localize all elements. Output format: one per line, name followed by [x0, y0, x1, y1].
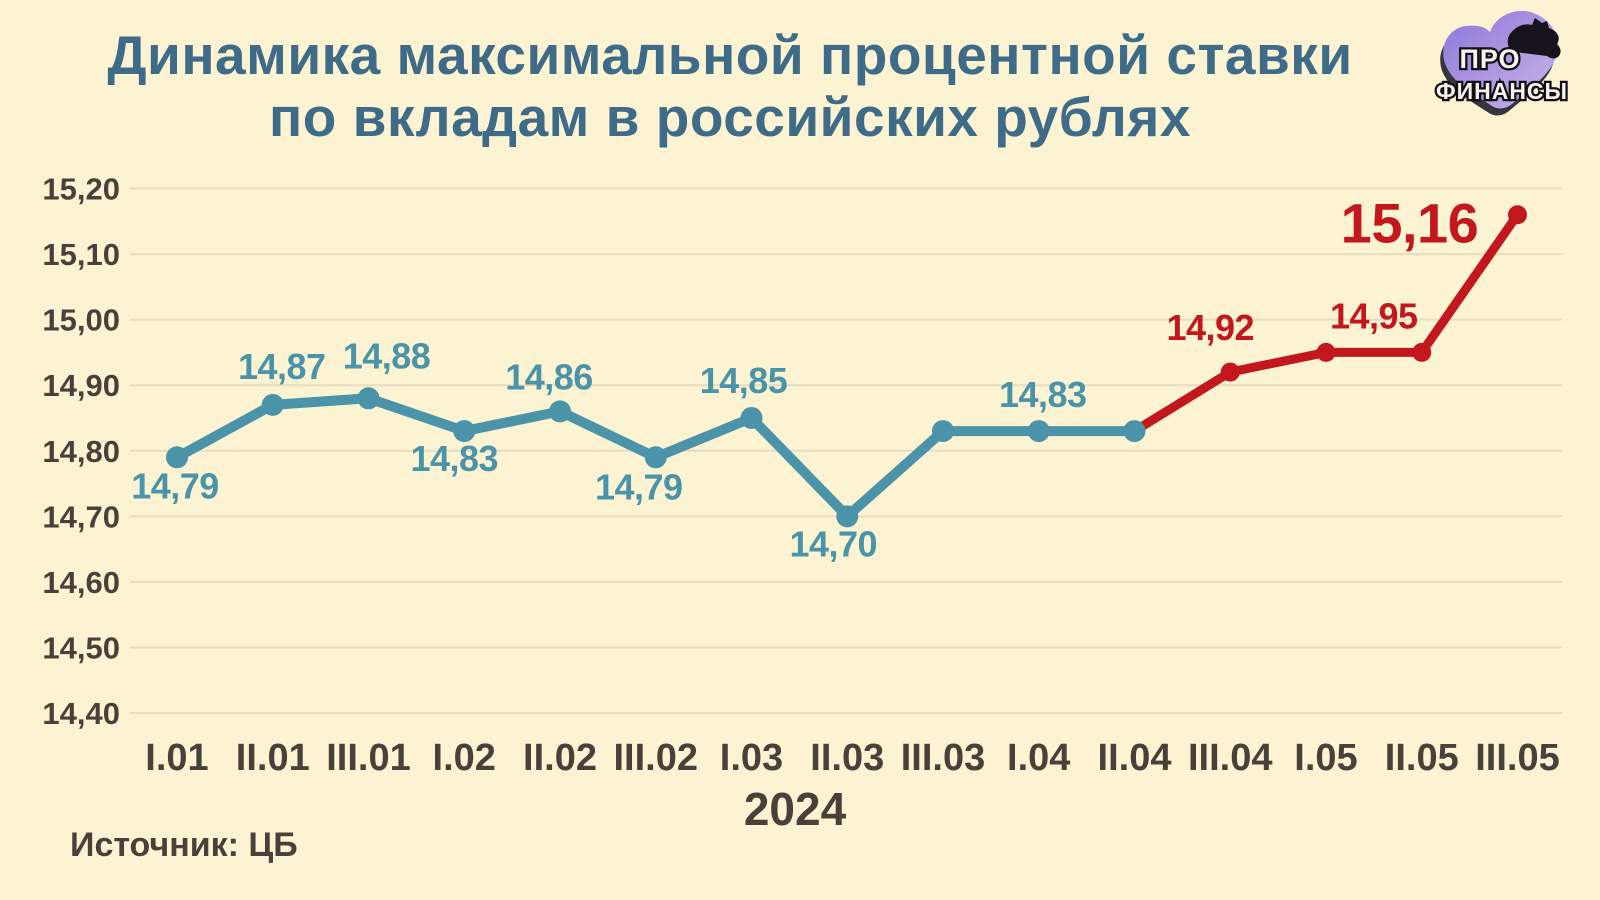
data-point-label: 14,70: [789, 523, 877, 564]
data-point-label: 15,16: [1341, 192, 1479, 255]
y-axis-tick-label: 14,90: [42, 368, 120, 403]
x-axis-tick-label: III.05: [1475, 737, 1560, 779]
data-point-label: 14,83: [410, 438, 498, 479]
data-point-label: 14,83: [999, 374, 1087, 415]
x-axis-tick-label: II.04: [1098, 737, 1172, 779]
data-point: [261, 393, 284, 416]
logo-cat-icon: [1507, 18, 1561, 59]
source-label: Источник: ЦБ: [70, 826, 298, 864]
data-point-label: 14,79: [131, 465, 219, 506]
data-point: [357, 387, 380, 410]
data-point: [1508, 205, 1527, 225]
data-point-label: 14,92: [1166, 307, 1254, 348]
x-axis-tick-label: I.03: [720, 737, 783, 779]
x-axis-tick-label: III.03: [901, 737, 986, 779]
data-point: [1027, 420, 1050, 443]
y-axis-tick-label: 15,00: [42, 303, 120, 338]
y-axis-tick-label: 14,80: [42, 434, 120, 469]
x-axis-tick-label: I.01: [145, 737, 208, 779]
data-point-label: 14,85: [700, 360, 788, 401]
x-axis-tick-label: I.04: [1007, 737, 1070, 779]
data-point-label: 14,87: [238, 346, 326, 387]
profinansy-logo: ПРО ФИНАНСЫ: [1424, 4, 1580, 124]
y-axis-tick-label: 15,20: [42, 172, 120, 207]
data-point: [644, 446, 667, 469]
data-point-label: 14,88: [343, 335, 431, 376]
x-axis-tick-label: II.01: [236, 737, 310, 779]
x-axis-tick-label: II.02: [523, 737, 597, 779]
logo-svg: ПРО ФИНАНСЫ: [1434, 10, 1569, 116]
chart-title-line1: Динамика максимальной процентной ставки: [107, 24, 1353, 86]
data-point: [740, 406, 763, 429]
data-point: [1412, 342, 1432, 362]
data-point: [1123, 420, 1146, 443]
data-point: [932, 420, 954, 443]
y-axis-tick-label: 14,60: [42, 565, 120, 600]
x-axis-tick-label: II.03: [810, 737, 884, 779]
logo-text-line2: ФИНАНСЫ: [1436, 78, 1568, 104]
data-point-label: 14,95: [1330, 295, 1418, 336]
data-point: [549, 400, 571, 423]
data-point: [1220, 362, 1240, 382]
x-axis-tick-label: I.05: [1294, 737, 1357, 779]
y-axis-tick-label: 14,70: [42, 499, 120, 534]
data-point-label: 14,86: [505, 356, 593, 397]
x-axis-tick-label: III.01: [326, 737, 411, 779]
data-point: [453, 420, 476, 443]
y-axis-tick-label: 15,10: [42, 237, 120, 272]
data-point: [1316, 342, 1336, 362]
data-point: [836, 505, 859, 528]
x-axis-tick-label: II.05: [1385, 737, 1459, 779]
logo-text-line1: ПРО: [1459, 44, 1520, 74]
chart-title-line2: по вкладам в российских рублях: [269, 86, 1191, 148]
y-axis-tick-label: 14,50: [42, 630, 120, 665]
x-axis-tick-label: I.02: [433, 737, 496, 779]
data-point: [166, 446, 188, 469]
y-axis-tick-label: 14,40: [42, 696, 120, 731]
chart-title: Динамика максимальной процентной ставки …: [0, 24, 1460, 148]
x-axis-tick-label: III.02: [614, 737, 699, 779]
data-point-label: 14,79: [595, 466, 683, 507]
x-axis-tick-label: III.04: [1188, 737, 1273, 779]
x-axis-year-label: 2024: [743, 783, 847, 835]
